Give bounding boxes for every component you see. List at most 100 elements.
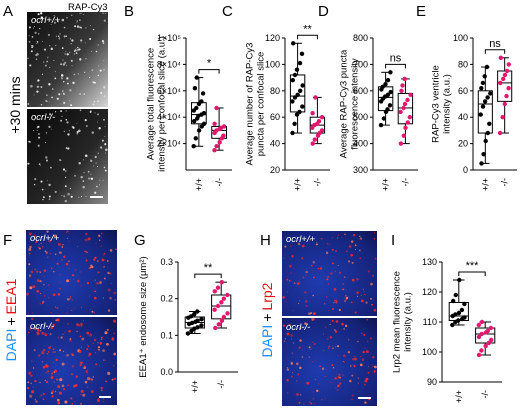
data-point bbox=[407, 115, 412, 120]
data-point bbox=[502, 72, 508, 78]
panel-a-time-label: +30 mins bbox=[7, 76, 23, 133]
chart-g: 0.0 0.1 0.2 0.3 EEA1⁺ endosome size (μm²) +/+… bbox=[138, 256, 238, 393]
panel-f-image-bottom: ocrl-/- bbox=[26, 317, 117, 405]
data-point bbox=[217, 140, 222, 145]
box-iqr bbox=[397, 92, 414, 125]
data-point bbox=[291, 41, 296, 46]
box-ko bbox=[497, 55, 513, 136]
significance-label: *** bbox=[466, 260, 480, 272]
y-tick-label: 4×10⁴ bbox=[157, 112, 181, 122]
data-point bbox=[479, 86, 484, 91]
x-tick-label: +/+ bbox=[454, 390, 464, 403]
y-tick-label: 80 bbox=[458, 59, 468, 69]
data-point bbox=[500, 115, 505, 120]
y-axis-label: Lrp2 mean fluorescenceintensity (a.u.) bbox=[392, 271, 414, 373]
data-point bbox=[506, 62, 511, 67]
y-tick-label: 130 bbox=[422, 257, 437, 267]
panel-h-image-bottom: ocrl-/- bbox=[282, 317, 377, 406]
data-point bbox=[313, 95, 318, 100]
data-point bbox=[462, 315, 467, 320]
box-iqr bbox=[211, 125, 227, 139]
data-point bbox=[451, 298, 456, 304]
data-point bbox=[383, 82, 388, 87]
data-point bbox=[484, 64, 490, 70]
data-point bbox=[498, 55, 503, 60]
y-tick-label: 0 bbox=[463, 165, 468, 175]
data-point bbox=[388, 89, 393, 95]
x-tick-label: -/- bbox=[214, 178, 224, 187]
data-point bbox=[498, 80, 503, 86]
x-tick-label: -/- bbox=[480, 390, 490, 399]
significance-label: ns bbox=[489, 38, 501, 50]
data-point bbox=[453, 312, 458, 317]
y-axis-label: Average RAP-Cy3 punctafluorescence inten… bbox=[339, 49, 361, 158]
data-point bbox=[319, 128, 325, 133]
data-point bbox=[294, 67, 300, 72]
data-point bbox=[502, 101, 507, 107]
y-tick-label: 0.1 bbox=[160, 330, 173, 340]
data-point bbox=[405, 120, 410, 125]
y-tick-label: 100 bbox=[422, 347, 437, 357]
data-point bbox=[450, 322, 455, 328]
box-ko bbox=[397, 76, 414, 146]
significance-label: ** bbox=[303, 23, 312, 35]
data-point bbox=[225, 292, 230, 298]
data-point bbox=[212, 148, 217, 153]
data-point bbox=[290, 78, 295, 83]
y-axis-label: RAP-Cy3 ventricleintensity (a.u.) bbox=[431, 65, 453, 143]
y-tick-label: 6×10⁴ bbox=[157, 86, 181, 96]
box-ko bbox=[211, 280, 232, 331]
data-point bbox=[485, 328, 490, 334]
data-point bbox=[479, 161, 484, 166]
data-point bbox=[213, 325, 218, 331]
data-point bbox=[385, 78, 391, 83]
box-wt bbox=[477, 64, 493, 166]
y-tick-label: 40 bbox=[270, 139, 280, 149]
y-tick-label: 600 bbox=[353, 86, 368, 96]
data-point bbox=[310, 141, 315, 146]
data-point bbox=[459, 307, 465, 313]
data-point bbox=[482, 74, 487, 79]
data-point bbox=[300, 104, 305, 109]
y-tick-label: 2×10⁴ bbox=[157, 139, 181, 149]
y-tick-label: 800 bbox=[353, 33, 368, 43]
data-point bbox=[290, 130, 295, 136]
data-point bbox=[506, 86, 511, 91]
y-tick-label: 0.2 bbox=[160, 294, 173, 304]
x-tick-label: -/- bbox=[400, 178, 410, 187]
data-point bbox=[199, 317, 204, 322]
significance-bracket bbox=[385, 63, 406, 69]
panel-label-c: C bbox=[222, 3, 233, 20]
y-tick-label: 1×10⁵ bbox=[157, 33, 181, 43]
data-point bbox=[483, 138, 488, 144]
data-point bbox=[212, 289, 217, 294]
data-point bbox=[219, 300, 224, 305]
significance-label: * bbox=[207, 58, 212, 70]
x-tick-label: -/- bbox=[500, 178, 510, 187]
data-point bbox=[295, 92, 300, 98]
data-point bbox=[214, 144, 219, 149]
data-point bbox=[485, 130, 490, 136]
data-point bbox=[195, 309, 200, 314]
data-point bbox=[462, 301, 467, 307]
box-wt bbox=[448, 277, 469, 328]
y-tick-label: 500 bbox=[353, 112, 368, 122]
box-ko bbox=[309, 95, 326, 146]
chart-d: 300 400 500 600 700 800 Average RAP-Cy3 puncta… bbox=[339, 33, 418, 191]
data-point bbox=[221, 314, 227, 320]
data-point bbox=[486, 340, 491, 346]
significance-bracket bbox=[194, 273, 222, 279]
data-point bbox=[456, 318, 461, 323]
data-point bbox=[479, 331, 484, 337]
significance-label: ns bbox=[390, 52, 402, 64]
data-point bbox=[191, 144, 196, 149]
data-point bbox=[297, 109, 302, 115]
panel-label-e: E bbox=[416, 3, 426, 20]
data-point bbox=[192, 311, 197, 317]
data-point bbox=[388, 70, 393, 75]
data-point bbox=[300, 83, 305, 88]
panel-f-stain-label: DAPI+EEA1 bbox=[3, 278, 19, 361]
panel-a-image-bottom: ocrl-/- bbox=[27, 109, 108, 204]
y-tick-label: 400 bbox=[353, 139, 368, 149]
